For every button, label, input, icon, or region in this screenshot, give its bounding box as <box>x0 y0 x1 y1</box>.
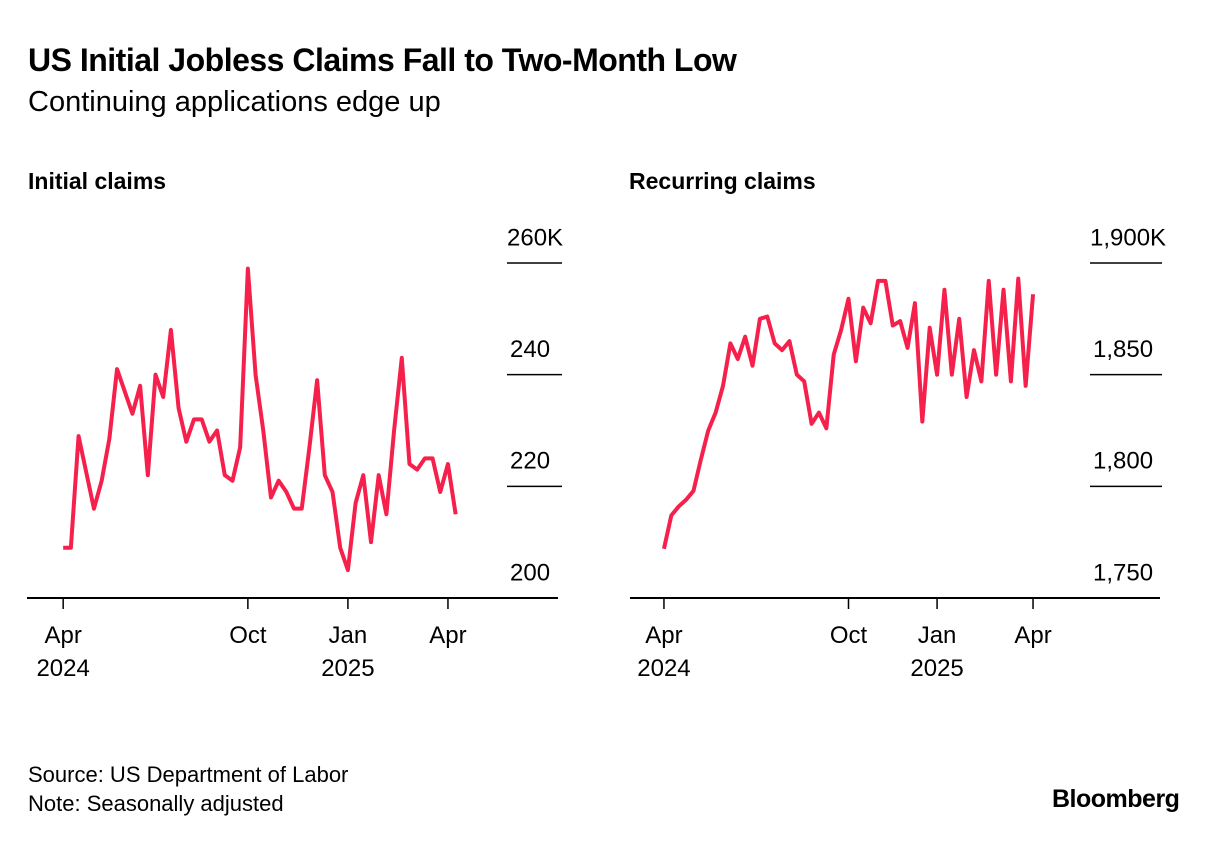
y-tick-label: 1,900K <box>1090 224 1166 251</box>
x-tick-label: Jan 2025 <box>910 622 964 682</box>
y-tick-label: 1,750 <box>1093 559 1153 586</box>
y-tick-label: 240 <box>510 336 550 363</box>
chart-subtitle: Continuing applications edge up <box>28 86 441 118</box>
line <box>63 266 458 573</box>
line <box>662 276 1036 550</box>
brand: Bloomberg <box>1052 785 1180 813</box>
x-tick-label: Oct <box>829 622 868 649</box>
x-tick-label: Apr <box>429 622 467 649</box>
x-tick-label: Jan 2025 <box>321 622 375 682</box>
chart-title: US Initial Jobless Claims Fall to Two-Mo… <box>28 42 737 78</box>
source: Source: US Department of Labor <box>28 762 349 787</box>
y-tick-label: 260K <box>507 224 563 251</box>
x-tick-label: Apr <box>1014 622 1052 649</box>
note: Note: Seasonally adjusted <box>28 791 284 816</box>
x-tick-label: Apr 2024 <box>637 622 691 682</box>
y-tick-label: 200 <box>510 559 550 586</box>
x-tick-label: Apr 2024 <box>36 622 90 682</box>
y-tick-label: 1,800 <box>1093 448 1153 475</box>
y-tick-label: 220 <box>510 448 550 475</box>
panel-title: Initial claims <box>28 168 167 194</box>
y-tick-label: 1,850 <box>1093 336 1153 363</box>
panel-title: Recurring claims <box>629 168 816 194</box>
x-tick-label: Oct <box>229 622 267 649</box>
